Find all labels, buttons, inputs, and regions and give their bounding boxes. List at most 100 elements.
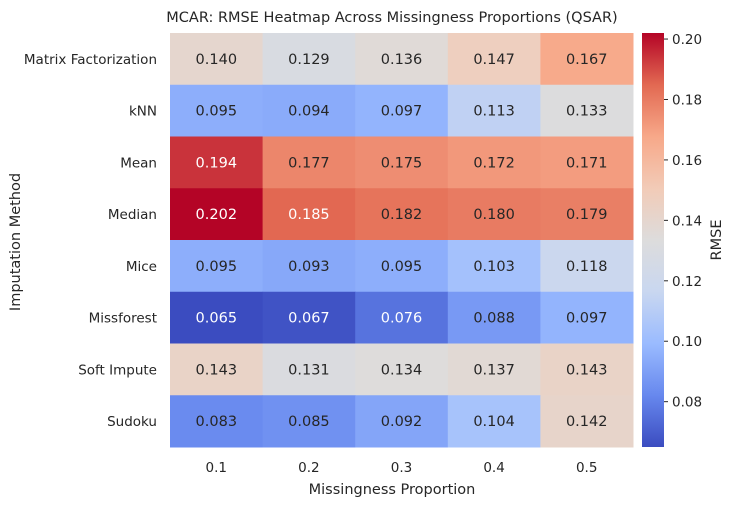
y-tick-labels: Matrix Factorization kNN Mean Median Mice Mis… — [24, 52, 157, 430]
cell-value-label: 0.095 — [196, 259, 238, 275]
cell-value-label: 0.085 — [288, 414, 330, 430]
colorbar — [642, 33, 664, 447]
x-tick-labels: 0.1 0.2 0.3 0.4 0.5 — [206, 460, 598, 476]
x-tick-label: 0.2 — [298, 460, 319, 476]
heatmap-cell — [355, 395, 449, 448]
colorbar-tick-label: 0.10 — [672, 334, 702, 350]
colorbar-label: RMSE — [709, 220, 725, 261]
cell-value-label: 0.140 — [196, 52, 238, 68]
y-tick-label: Mean — [120, 155, 157, 171]
cell-value-label: 0.093 — [288, 259, 330, 275]
heatmap-cell — [540, 240, 634, 293]
cell-value-label: 0.172 — [473, 155, 515, 171]
colorbar-ticks: 0.08 0.10 0.12 0.14 0.16 0.18 0.20 — [664, 32, 702, 411]
heatmap-cell — [355, 240, 449, 293]
cell-value-label: 0.137 — [473, 362, 515, 378]
heatmap-cell — [540, 343, 634, 396]
heatmap-cell — [447, 395, 541, 448]
heatmap-cell — [447, 343, 541, 396]
cell-value-label: 0.083 — [196, 414, 238, 430]
cell-value-label: 0.143 — [196, 362, 238, 378]
heatmap-cell — [170, 343, 264, 396]
cell-value-label: 0.118 — [566, 259, 608, 275]
colorbar-tick-label: 0.14 — [672, 213, 702, 229]
cell-value-label: 0.133 — [566, 104, 608, 120]
heatmap-cell — [170, 240, 264, 293]
x-tick-label: 0.3 — [391, 460, 412, 476]
chart-title: MCAR: RMSE Heatmap Across Missingness Pr… — [166, 10, 617, 26]
cell-value-label: 0.177 — [288, 155, 330, 171]
x-tick-label: 0.1 — [206, 460, 227, 476]
cell-value-label: 0.104 — [473, 414, 515, 430]
heatmap-cell — [447, 84, 541, 137]
cell-value-label: 0.134 — [381, 362, 423, 378]
cell-value-label: 0.076 — [381, 311, 423, 327]
y-tick-label: Matrix Factorization — [24, 52, 157, 68]
cell-value-label: 0.202 — [196, 207, 238, 223]
heatmap-cell — [170, 136, 264, 189]
heatmap-cell — [262, 395, 356, 448]
heatmap-cell — [170, 84, 264, 137]
cell-value-label: 0.095 — [196, 104, 238, 120]
y-axis-title: Imputation Method — [8, 173, 24, 311]
heatmap-cell — [355, 343, 449, 396]
cell-value-label: 0.180 — [473, 207, 515, 223]
colorbar-tick-label: 0.18 — [672, 92, 702, 108]
heatmap-cell — [355, 84, 449, 137]
cell-value-label: 0.097 — [566, 311, 608, 327]
x-tick-label: 0.4 — [483, 460, 504, 476]
colorbar-tick-label: 0.12 — [672, 274, 702, 290]
heatmap-cell — [447, 291, 541, 344]
heatmap-cell — [170, 188, 264, 241]
cell-value-label: 0.143 — [566, 362, 608, 378]
y-tick-label: Soft Impute — [78, 362, 157, 378]
y-tick-label: Median — [108, 207, 157, 223]
y-tick-label: Sudoku — [107, 414, 157, 430]
heatmap-cell — [170, 395, 264, 448]
heatmap-cell — [540, 188, 634, 241]
heatmap-cell — [262, 136, 356, 189]
heatmap-cell — [447, 240, 541, 293]
heatmap-cell — [540, 33, 634, 86]
y-tick-label: Missforest — [89, 311, 157, 327]
cell-value-label: 0.097 — [381, 104, 423, 120]
cell-value-label: 0.167 — [566, 52, 608, 68]
heatmap-cell — [355, 188, 449, 241]
heatmap-cell — [447, 188, 541, 241]
heatmap-cell — [540, 136, 634, 189]
cell-value-label: 0.129 — [288, 52, 330, 68]
cell-value-label: 0.067 — [288, 311, 330, 327]
heatmap-cell — [262, 240, 356, 293]
cell-value-label: 0.142 — [566, 414, 608, 430]
heatmap-cells: 0.140 0.129 0.136 0.147 0.167 0.095 0.094 0.097… — [170, 33, 634, 448]
colorbar-tick-label: 0.08 — [672, 395, 702, 411]
heatmap-cell — [355, 33, 449, 86]
heatmap-cell — [355, 136, 449, 189]
x-axis-title: Missingness Proportion — [309, 482, 476, 498]
cell-value-label: 0.194 — [196, 155, 238, 171]
heatmap-cell — [447, 136, 541, 189]
cell-value-label: 0.088 — [473, 311, 515, 327]
heatmap-cell — [262, 188, 356, 241]
heatmap-cell — [540, 395, 634, 448]
cell-value-label: 0.175 — [381, 155, 423, 171]
cell-value-label: 0.182 — [381, 207, 423, 223]
heatmap-cell — [355, 291, 449, 344]
cell-value-label: 0.092 — [381, 414, 423, 430]
heatmap-cell — [540, 84, 634, 137]
cell-value-label: 0.095 — [381, 259, 423, 275]
cell-value-label: 0.136 — [381, 52, 423, 68]
cell-value-label: 0.179 — [566, 207, 608, 223]
x-tick-label: 0.5 — [576, 460, 597, 476]
cell-value-label: 0.171 — [566, 155, 608, 171]
cell-value-label: 0.065 — [196, 311, 238, 327]
heatmap-cell — [262, 33, 356, 86]
cell-value-label: 0.103 — [473, 259, 515, 275]
heatmap-cell — [262, 291, 356, 344]
cell-value-label: 0.113 — [473, 104, 515, 120]
y-tick-label: Mice — [126, 259, 157, 275]
colorbar-tick-label: 0.16 — [672, 153, 702, 169]
heatmap-cell — [170, 33, 264, 86]
heatmap-cell — [540, 291, 634, 344]
